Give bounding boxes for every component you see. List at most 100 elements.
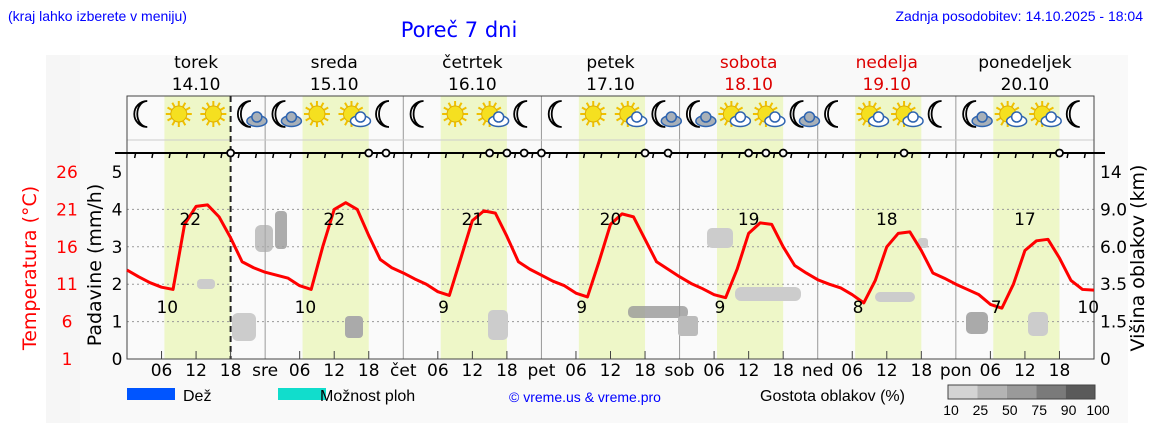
cloud-puff (769, 111, 781, 123)
sun-ray (862, 102, 867, 108)
sun-ray (323, 117, 329, 122)
wind-barb (531, 152, 534, 159)
sun-ray (219, 106, 226, 111)
wind-barbs (115, 148, 1105, 159)
temperature-line (126, 201, 1095, 310)
moon-icon (824, 100, 839, 128)
wind-barb (323, 152, 327, 159)
calm-wind-marker (519, 148, 529, 158)
wind-barb (686, 152, 689, 159)
precip-tick: 3 (112, 238, 123, 258)
sun-icon (200, 101, 227, 127)
sun-ray (719, 106, 725, 111)
day-name: torek (174, 53, 218, 73)
day-name: ponedeljek (978, 53, 1072, 73)
moon-shape (685, 100, 700, 128)
showers-legend-swatch (278, 388, 326, 400)
wind-barb (410, 152, 413, 159)
density-frame (947, 384, 1096, 400)
sun-ray (309, 120, 314, 126)
sun-ray (585, 120, 591, 126)
sun-ray (447, 102, 452, 108)
day-name: sobota (720, 53, 778, 73)
density-swatch (948, 385, 978, 399)
day-name: sreda (311, 53, 358, 73)
wind-barb (151, 152, 154, 159)
wind-barb (721, 152, 724, 159)
sun-ray (719, 117, 725, 122)
density-tick: 100 (1086, 402, 1110, 418)
calm-wind-marker (899, 148, 909, 158)
sun-ray (862, 120, 867, 126)
sun-ray (875, 106, 882, 111)
hour-tick: 18 (772, 361, 794, 381)
sun-ray (171, 102, 176, 108)
wind-barb (306, 152, 310, 159)
moon-shape (789, 100, 804, 128)
density-tick: 75 (1031, 402, 1047, 418)
sun-ray (181, 102, 187, 108)
cloud-puff (665, 111, 678, 123)
sun-ray (185, 117, 191, 122)
wind-barb (375, 152, 379, 159)
wind-barb (1014, 152, 1018, 159)
sun-ray (857, 106, 864, 111)
cloud-blobs (197, 211, 1048, 341)
copyright-link[interactable]: © vreme.us & vreme.pro (509, 389, 661, 405)
hour-tick: 12 (738, 361, 760, 381)
sun-ray (443, 117, 449, 122)
cloud-puff (251, 111, 263, 123)
sun-ray (354, 102, 359, 108)
hour-tick: 18 (220, 361, 242, 381)
showers-legend-label: Možnost ploh (320, 388, 415, 405)
sun-ray (620, 120, 625, 126)
sun-ray (443, 106, 449, 111)
wind-barb (928, 152, 931, 159)
cloud-blob (255, 225, 273, 252)
sun-ray (734, 102, 739, 108)
sun-cloud-icon (1029, 101, 1062, 128)
sun-ray (323, 106, 329, 111)
sun-disc (170, 105, 188, 123)
moon-shape (927, 100, 942, 128)
sun-cloud-icon (614, 101, 648, 128)
location-hint[interactable]: (kraj lahko izberete v meniju) (8, 8, 187, 24)
wind-barb (254, 152, 258, 159)
hour-tick: 12 (600, 361, 622, 381)
day-date: 20.10 (1001, 75, 1050, 95)
cloud-blob (488, 310, 508, 340)
sun-cloud-icon (718, 101, 752, 128)
moon-cloud-icon (962, 100, 993, 128)
calm-wind-marker (1055, 148, 1064, 158)
sun-ray (581, 117, 587, 122)
cloud-density-scale: 10 25 50 75 90 100 (943, 384, 1110, 418)
sun-ray (339, 106, 346, 111)
sun-ray (309, 102, 314, 108)
sun-ray (492, 102, 497, 108)
sun-disc (446, 105, 464, 123)
last-updated: Zadnja posodobitev: 14.10.2025 - 18:04 (895, 8, 1143, 24)
sun-ray (482, 120, 487, 126)
sun-ray (769, 102, 774, 108)
hour-tick: 06 (565, 361, 587, 381)
sun-ray (1045, 102, 1050, 108)
hour-tick: 06 (980, 361, 1002, 381)
cloud-blob (707, 228, 733, 248)
sun-cloud-icon (338, 101, 372, 128)
moon-cloud-icon (651, 100, 683, 128)
wind-barb (1031, 152, 1035, 159)
sun-ray (320, 102, 325, 108)
wind-barb (237, 152, 240, 159)
day-abbr-tick: pon (940, 361, 972, 381)
sun-ray (758, 102, 763, 108)
day-date: 18.10 (724, 75, 773, 95)
sun-ray (892, 117, 898, 122)
day-date: 14.10 (172, 75, 221, 95)
temperature-tick: 21 (56, 200, 78, 220)
wind-barb (945, 152, 948, 159)
cloud-height-tick: 6.0 (1100, 238, 1127, 258)
sun-ray (320, 120, 325, 126)
wind-barb (703, 152, 707, 159)
cloud-puff (734, 111, 747, 123)
